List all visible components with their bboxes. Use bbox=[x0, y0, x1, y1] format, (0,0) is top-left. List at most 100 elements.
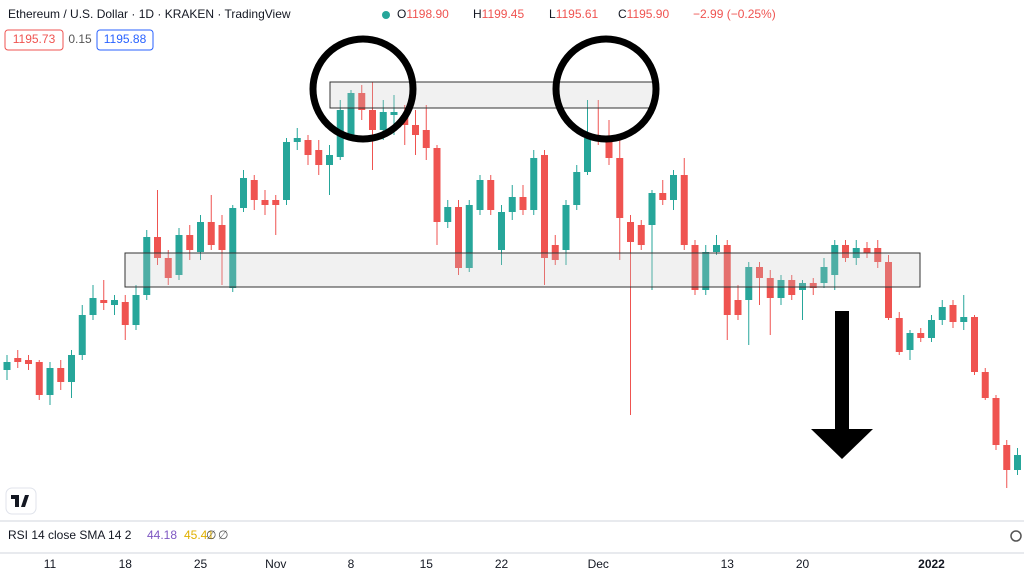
candle-body bbox=[57, 368, 65, 382]
candle-body bbox=[197, 222, 204, 252]
candle-body bbox=[476, 180, 484, 210]
candle-body bbox=[616, 158, 624, 218]
candle-body bbox=[304, 140, 312, 155]
indicator-name: RSI 14 close SMA 14 2 bbox=[8, 528, 132, 542]
candle-body bbox=[637, 225, 645, 245]
x-tick-label: 2022 bbox=[918, 557, 945, 571]
candle-body bbox=[734, 300, 742, 315]
candle-body bbox=[691, 245, 699, 290]
candle-body bbox=[863, 248, 871, 253]
x-tick-label: 25 bbox=[194, 557, 208, 571]
candle-body bbox=[541, 155, 548, 258]
candle-body bbox=[960, 317, 968, 322]
candle-body bbox=[756, 267, 763, 278]
ohlc-legend: O1198.90 H1199.45 L1195.61 C1195.90 bbox=[397, 7, 669, 21]
logo bbox=[5, 487, 37, 515]
candle-body bbox=[820, 267, 828, 283]
ohlc-value: 1195.90 bbox=[627, 7, 670, 21]
candle-body bbox=[917, 333, 925, 338]
candle-body bbox=[949, 305, 957, 322]
status-dot bbox=[382, 11, 390, 19]
candle-body bbox=[25, 360, 32, 364]
candle-body bbox=[627, 222, 634, 242]
x-tick-label: 8 bbox=[348, 557, 355, 571]
x-tick-label: 15 bbox=[420, 557, 434, 571]
indicator-value: 44.18 bbox=[147, 528, 177, 542]
candle-body bbox=[100, 300, 108, 303]
candle-body bbox=[68, 355, 75, 382]
candle-body bbox=[992, 398, 1000, 445]
candle-body bbox=[895, 318, 903, 352]
candle-body bbox=[89, 298, 97, 315]
candle-body bbox=[207, 222, 215, 245]
candle-body bbox=[315, 150, 323, 165]
ohlc-label: H bbox=[473, 7, 482, 21]
logo-badge bbox=[5, 487, 37, 515]
candle-body bbox=[250, 180, 258, 200]
x-tick-label: 18 bbox=[119, 557, 133, 571]
ohlc-label: C bbox=[618, 7, 627, 21]
arrow-head bbox=[811, 429, 873, 459]
ohlc-value: 1198.90 bbox=[406, 7, 449, 21]
x-tick-label: 13 bbox=[721, 557, 735, 571]
candle-body bbox=[928, 320, 935, 338]
candle-body bbox=[143, 237, 151, 295]
candle-body bbox=[777, 280, 785, 298]
arrow-shaft bbox=[835, 311, 849, 433]
candle-body bbox=[111, 300, 118, 305]
support-zone bbox=[124, 252, 921, 288]
bid-box bbox=[4, 29, 64, 51]
candles bbox=[3, 82, 1021, 488]
x-tick-label: Dec bbox=[588, 557, 609, 571]
price-change: −2.99 (−0.25%) bbox=[693, 7, 776, 21]
candle-body bbox=[164, 258, 172, 278]
indicator-value: ∅ bbox=[218, 528, 228, 542]
logo-mark bbox=[11, 495, 29, 507]
settings-icon[interactable] bbox=[1010, 530, 1022, 542]
candle-body bbox=[78, 315, 86, 355]
candle-body bbox=[584, 138, 591, 172]
ohlc-item: L1195.61 bbox=[549, 7, 599, 21]
candle-body bbox=[702, 252, 710, 290]
x-tick-label: 20 bbox=[796, 557, 810, 571]
candle-body bbox=[713, 245, 720, 252]
candle-body bbox=[261, 200, 269, 205]
candle-body bbox=[175, 235, 183, 275]
ask-box bbox=[96, 29, 154, 51]
candle-body bbox=[283, 142, 290, 200]
candle-body bbox=[229, 208, 237, 288]
ohlc-item: O1198.90 bbox=[397, 7, 449, 21]
spread: 0.15 bbox=[68, 32, 92, 46]
indicator-value: 45.41 bbox=[184, 528, 214, 542]
candle-body bbox=[272, 200, 280, 205]
candle-body bbox=[218, 225, 226, 250]
candle-body bbox=[487, 180, 495, 210]
candle-body bbox=[659, 193, 667, 200]
ohlc-value: 1195.61 bbox=[556, 7, 599, 21]
candle-body bbox=[605, 142, 613, 158]
candle-body bbox=[670, 175, 677, 200]
candle-body bbox=[831, 245, 839, 275]
candle-body bbox=[1003, 445, 1011, 470]
candle-body bbox=[971, 317, 978, 372]
candle-body bbox=[981, 372, 989, 398]
candle-body bbox=[809, 283, 817, 288]
candle-body bbox=[240, 178, 247, 208]
x-tick-label: Nov bbox=[265, 557, 286, 571]
x-tick-label: 22 bbox=[495, 557, 509, 571]
candle-body bbox=[46, 368, 54, 395]
candle-body bbox=[379, 112, 387, 130]
ohlc-item: C1195.90 bbox=[618, 7, 669, 21]
candle-body bbox=[885, 262, 892, 318]
candle-body bbox=[186, 235, 194, 250]
candle-body bbox=[766, 278, 774, 298]
indicator-value: ∅ bbox=[206, 528, 216, 542]
candle-body bbox=[455, 207, 462, 268]
candle-body bbox=[326, 155, 333, 165]
ohlc-label: O bbox=[397, 7, 406, 21]
candle-body bbox=[433, 148, 441, 222]
ohlc-item: H1199.45 bbox=[473, 7, 524, 21]
candle-body bbox=[121, 302, 129, 325]
